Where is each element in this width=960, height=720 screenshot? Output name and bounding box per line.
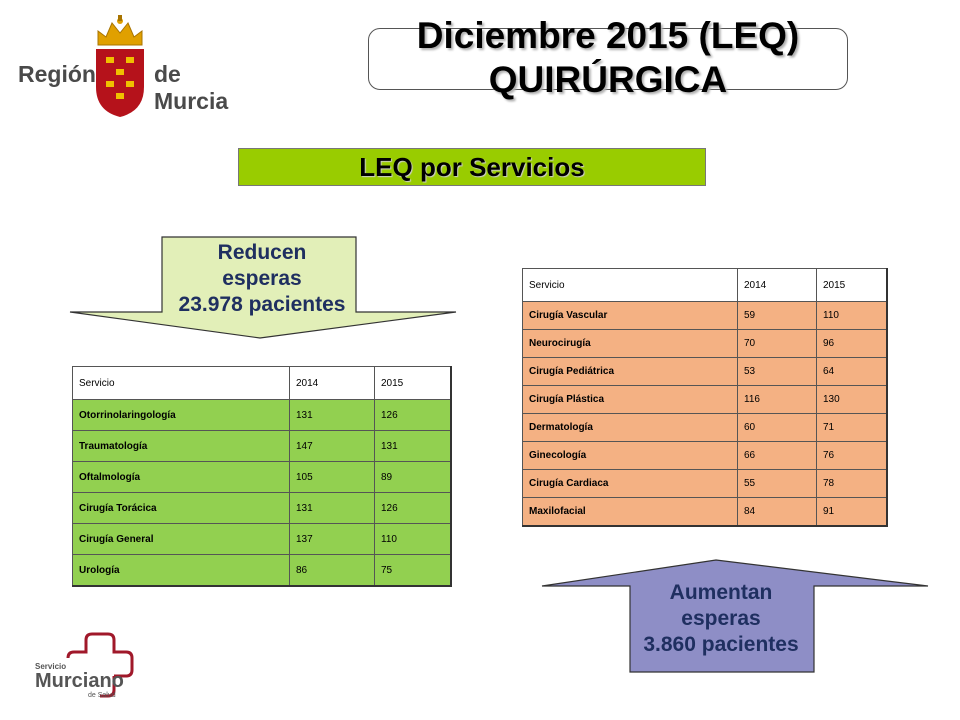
table-row: Cirugía Pediátrica 53 64 [522, 357, 888, 386]
column-header: Servicio [72, 366, 290, 400]
increase-label: Aumentan esperas 3.860 pacientes [630, 580, 812, 658]
logo-text-region: Región [18, 61, 96, 87]
table-row: Cirugía Plástica 116 130 [522, 385, 888, 414]
column-header: 2015 [816, 268, 888, 302]
value-2015-cell: 131 [374, 430, 452, 462]
table-row: Maxilofacial 84 91 [522, 497, 888, 527]
reduce-label-line-2: esperas [222, 267, 302, 290]
coat-of-arms-icon [96, 15, 144, 117]
logo-text-de-murcia: de Murcia [154, 61, 229, 114]
value-2014-cell: 70 [737, 329, 817, 358]
value-2014-cell: 137 [289, 523, 375, 555]
increase-label-line-1: Aumentan [669, 581, 773, 604]
arrow-down-icon [69, 236, 457, 339]
table-row: Otorrinolaringología 131 126 [72, 399, 452, 431]
value-2015-cell: 64 [816, 357, 888, 386]
service-cell: Oftalmología [72, 461, 290, 493]
value-2014-cell: 53 [737, 357, 817, 386]
table-row: Traumatología 147 131 [72, 430, 452, 462]
logo-text-murciano: Murciano [35, 670, 124, 692]
reduce-label-line-1: Reducen [217, 241, 307, 264]
table-row: Cirugía Torácica 131 126 [72, 492, 452, 524]
value-2014-cell: 116 [737, 385, 817, 414]
service-cell: Otorrinolaringología [72, 399, 290, 431]
reduce-label: Reducen esperas 23.978 pacientes [162, 240, 362, 318]
increase-table: Servicio 2014 2015 Cirugía Vascular 59 1… [522, 268, 888, 527]
logo-text-de-salud: de Salud [88, 692, 116, 699]
value-2014-cell: 86 [289, 554, 375, 587]
title-line-2: QUIRÚRGICA [488, 59, 728, 100]
value-2015-cell: 71 [816, 413, 888, 442]
service-cell: Maxilofacial [522, 497, 738, 527]
value-2015-cell: 89 [374, 461, 452, 493]
table-row: Cirugía General 137 110 [72, 523, 452, 555]
value-2014-cell: 131 [289, 399, 375, 431]
arrow-up-icon [541, 559, 929, 673]
service-cell: Cirugía Torácica [72, 492, 290, 524]
table-row: Dermatología 60 71 [522, 413, 888, 442]
value-2014-cell: 59 [737, 301, 817, 330]
table-row: Cirugía Vascular 59 110 [522, 301, 888, 330]
column-header: 2015 [374, 366, 452, 400]
service-cell: Cirugía Pediátrica [522, 357, 738, 386]
title-frame [368, 28, 848, 90]
table-row: Ginecología 66 76 [522, 441, 888, 470]
value-2015-cell: 75 [374, 554, 452, 587]
value-2015-cell: 126 [374, 399, 452, 431]
service-cell: Traumatología [72, 430, 290, 462]
page-title: Diciembre 2015 (LEQ) QUIRÚRGICA [368, 14, 848, 102]
title-line-1: Diciembre 2015 (LEQ) [416, 15, 800, 56]
value-2015-cell: 110 [374, 523, 452, 555]
service-cell: Ginecología [522, 441, 738, 470]
value-2014-cell: 66 [737, 441, 817, 470]
service-cell: Cirugía General [72, 523, 290, 555]
value-2014-cell: 84 [737, 497, 817, 527]
column-header: 2014 [737, 268, 817, 302]
table-header-row: Servicio 2014 2015 [522, 268, 888, 302]
health-cross-icon [66, 632, 134, 698]
value-2014-cell: 147 [289, 430, 375, 462]
service-cell: Neurocirugía [522, 329, 738, 358]
value-2015-cell: 110 [816, 301, 888, 330]
table-row: Neurocirugía 70 96 [522, 329, 888, 358]
column-header: 2014 [289, 366, 375, 400]
increase-label-line-3: 3.860 pacientes [643, 633, 799, 656]
column-header: Servicio [522, 268, 738, 302]
value-2014-cell: 131 [289, 492, 375, 524]
increase-label-line-2: esperas [681, 607, 761, 630]
service-cell: Dermatología [522, 413, 738, 442]
table-row: Urología 86 75 [72, 554, 452, 587]
reduce-label-line-3: 23.978 pacientes [178, 293, 346, 316]
value-2015-cell: 78 [816, 469, 888, 498]
value-2014-cell: 55 [737, 469, 817, 498]
section-subtitle: LEQ por Servicios [238, 148, 706, 186]
value-2015-cell: 91 [816, 497, 888, 527]
service-cell: Urología [72, 554, 290, 587]
value-2014-cell: 105 [289, 461, 375, 493]
logo-text-servicio: Servicio [35, 662, 67, 671]
reduce-table: Servicio 2014 2015 Otorrinolaringología … [72, 366, 452, 587]
value-2015-cell: 76 [816, 441, 888, 470]
service-cell: Cirugía Vascular [522, 301, 738, 330]
table-header-row: Servicio 2014 2015 [72, 366, 452, 400]
value-2014-cell: 60 [737, 413, 817, 442]
service-cell: Cirugía Cardiaca [522, 469, 738, 498]
table-row: Oftalmología 105 89 [72, 461, 452, 493]
value-2015-cell: 96 [816, 329, 888, 358]
servicio-murciano-salud-logo: Servicio Murciano de Salud [30, 630, 170, 705]
region-murcia-logo: Región de Murcia [18, 15, 258, 135]
value-2015-cell: 130 [816, 385, 888, 414]
value-2015-cell: 126 [374, 492, 452, 524]
service-cell: Cirugía Plástica [522, 385, 738, 414]
table-row: Cirugía Cardiaca 55 78 [522, 469, 888, 498]
